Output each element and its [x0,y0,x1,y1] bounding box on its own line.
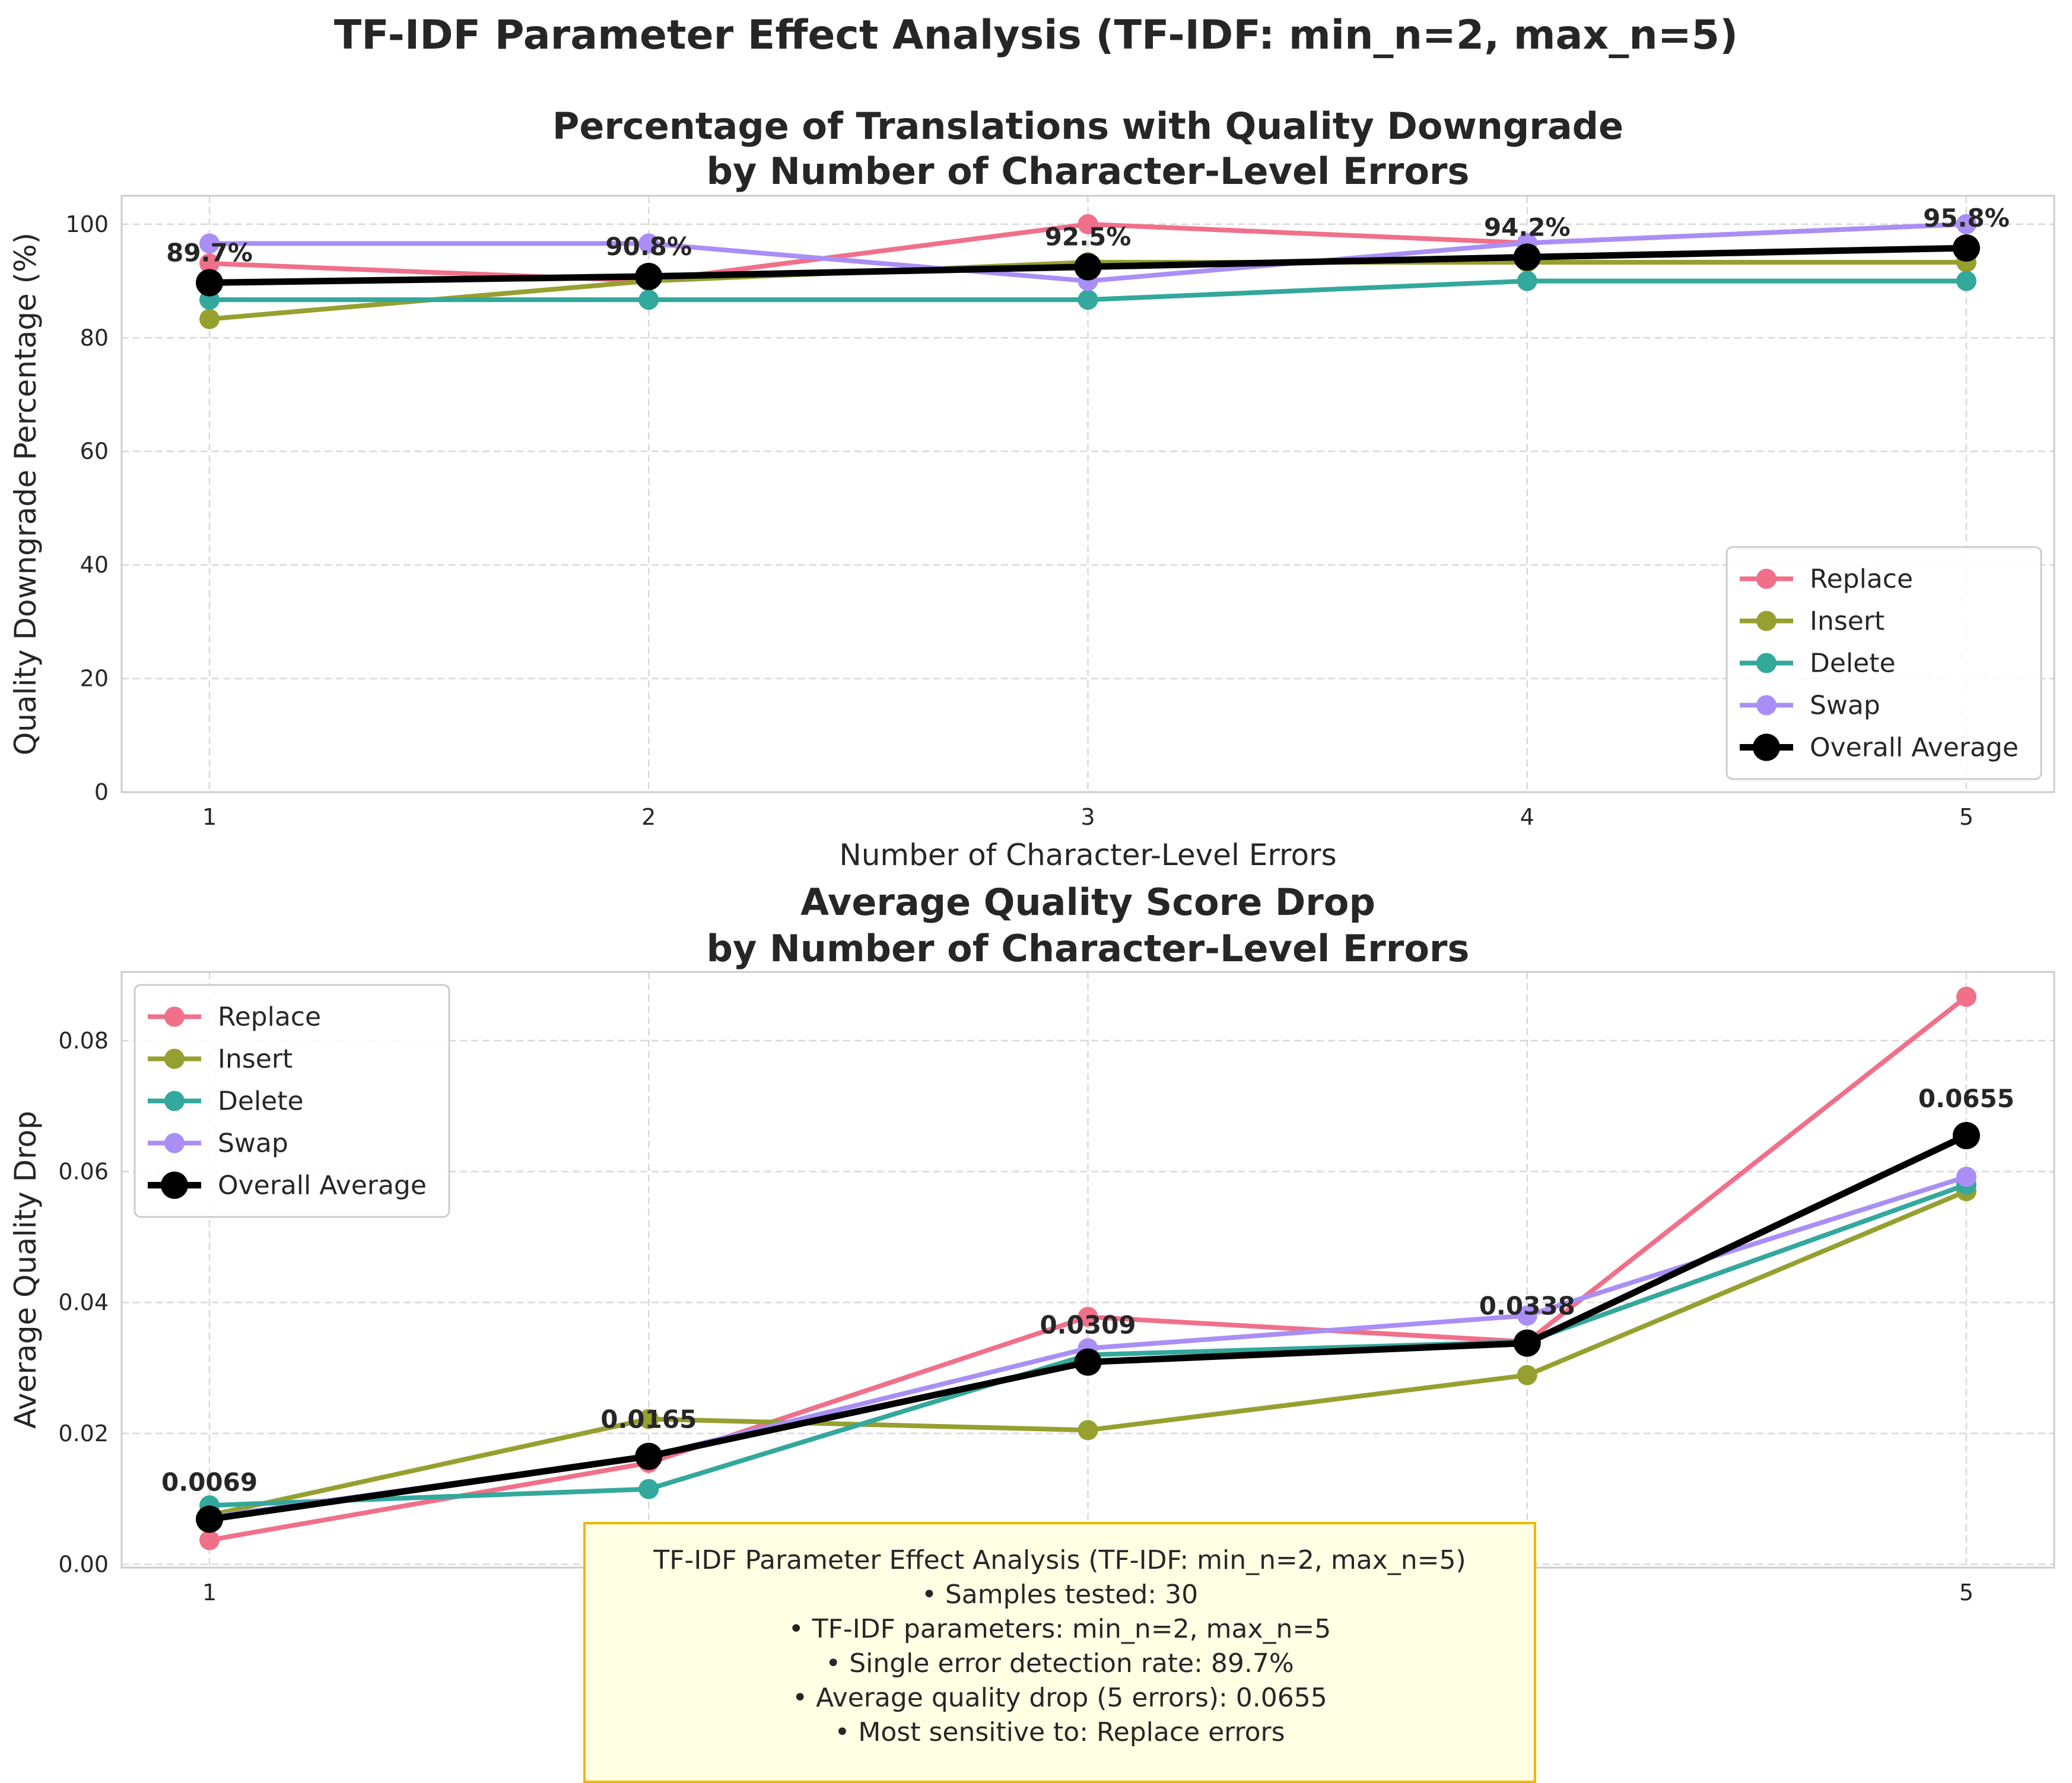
data-label: 95.8% [1923,204,2010,233]
legend-swatch-marker [164,1048,185,1069]
data-point [1074,1348,1102,1376]
data-point [635,262,663,290]
legend-label: Overall Average [218,1171,427,1201]
legend-frame [1725,546,2042,780]
x-tick-label: 5 [1959,804,1974,830]
data-point [1078,290,1098,310]
y-axis-label: Average Quality Drop [8,1111,43,1429]
data-point [196,269,224,297]
data-point [1513,243,1541,271]
summary-line: • TF-IDF parameters: min_n=2, max_n=5 [788,1614,1331,1644]
data-label: 92.5% [1045,223,1132,252]
legend: Replace Insert Delete Swap Overall Average [1725,546,2042,780]
data-point [1956,214,1976,234]
chart-title: Percentage of Translations with Quality … [552,104,1623,148]
data-point [638,233,659,254]
data-point [199,1530,220,1550]
data-point [199,309,220,329]
chart-title: Average Quality Score Drop [800,881,1375,924]
legend-label: Insert [1810,606,1884,637]
data-point [635,1442,663,1470]
data-point [196,1505,224,1533]
legend-label: Overall Average [1810,733,2019,763]
x-tick-label: 1 [202,804,217,830]
data-point [1513,1329,1541,1357]
legend-label: Replace [1810,564,1913,595]
data-label: 90.8% [605,232,692,261]
legend-swatch-marker [1753,733,1780,761]
y-tick-label: 0 [94,779,109,805]
chart-title: by Number of Character-Level Errors [707,927,1470,970]
y-tick-label: 0.00 [58,1551,109,1577]
data-point [1078,1307,1098,1327]
legend-swatch-marker [1756,568,1777,589]
data-point [1952,234,1980,262]
y-axis-label: Quality Downgrade Percentage (%) [8,233,43,755]
chart-title: by Number of Character-Level Errors [707,150,1470,193]
data-label: 0.0338 [1479,1292,1575,1321]
chart-top-downgrade-percentage: 1 2 3 4 5 0 20 40 60 80 100 Percentage of Translati… [8,104,2055,872]
data-point [199,253,220,274]
y-tick-label: 0.06 [58,1159,109,1185]
x-tick-label: 1 [202,1579,217,1606]
plot-frame [120,195,2055,793]
data-label: 94.2% [1484,212,1571,241]
data-point [1517,1365,1537,1385]
x-tick-label: 3 [1081,804,1095,830]
x-axis-label: Number of Character-Level Errors [839,838,1336,872]
legend-label: Replace [218,1002,321,1032]
data-point [638,1479,659,1499]
legend-label: Delete [1810,649,1896,679]
y-tick-label: 0.08 [58,1028,109,1054]
legend-swatch-marker [1756,695,1777,716]
data-point [1956,271,1976,291]
data-point [1074,253,1102,281]
data-point [1956,1167,1976,1187]
summary-line: TF-IDF Parameter Effect Analysis (TF-IDF… [653,1545,1466,1575]
data-point [638,290,659,310]
summary-line: • Average quality drop (5 errors): 0.065… [792,1683,1327,1713]
y-tick-label: 0.02 [58,1420,109,1447]
y-tick-label: 80 [80,325,109,351]
x-tick-label: 5 [1959,1579,1974,1606]
data-point [1078,1420,1098,1441]
summary-line: • Most sensitive to: Replace errors [834,1717,1285,1747]
summary-line: • Single error detection rate: 89.7% [825,1648,1294,1679]
legend-swatch-marker [1756,653,1777,673]
data-point [1952,1121,1980,1149]
y-tick-label: 20 [80,666,109,692]
legend-swatch-marker [164,1006,185,1027]
data-point [1078,214,1098,234]
data-label: 0.0655 [1918,1084,2014,1113]
x-tick-label: 2 [641,804,656,830]
legend-swatch-marker [164,1091,185,1111]
legend-swatch-marker [164,1133,185,1153]
data-label: 0.0069 [161,1467,258,1496]
data-point [1956,986,1976,1007]
y-tick-label: 100 [65,211,109,237]
y-tick-label: 60 [80,438,109,465]
data-point [638,1409,659,1429]
legend-label: Swap [1810,691,1880,721]
legend-label: Insert [218,1044,293,1075]
data-point [1517,271,1537,291]
y-tick-label: 40 [80,552,109,578]
data-label: 0.0165 [600,1404,697,1434]
data-point [199,233,220,254]
y-tick-label: 0.04 [58,1289,109,1315]
legend-swatch-marker [161,1171,188,1199]
data-point [1517,1305,1537,1326]
legend-frame [134,984,450,1218]
summary-line: • Samples tested: 30 [921,1579,1199,1610]
legend-swatch-marker [1756,611,1777,631]
figure-suptitle: TF-IDF Parameter Effect Analysis (TF-IDF… [334,12,1738,59]
legend-label: Swap [218,1129,288,1159]
legend: Replace Insert Delete Swap Overall Average [134,984,450,1218]
data-label: 89.7% [166,238,253,267]
legend-label: Delete [218,1086,304,1117]
data-label: 0.0309 [1040,1311,1136,1340]
x-tick-label: 4 [1520,804,1534,830]
summary-annotation-box: TF-IDF Parameter Effect Analysis (TF-IDF… [583,1522,1536,1783]
